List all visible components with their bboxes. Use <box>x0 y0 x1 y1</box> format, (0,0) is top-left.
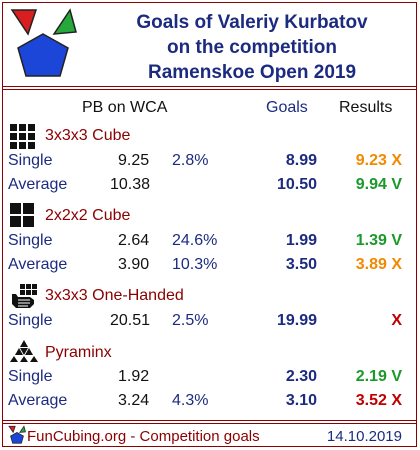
row-label: Average <box>8 392 68 409</box>
card-frame <box>2 2 417 447</box>
pb-percent: 10.3% <box>172 256 218 273</box>
row-label: Single <box>8 312 53 329</box>
goal-value: 10.50 <box>276 176 317 193</box>
pb-value: 10.38 <box>110 176 151 193</box>
title-line-2: on the competition <box>167 37 337 58</box>
goal-value: 19.99 <box>276 312 317 329</box>
event-name: Pyraminx <box>45 344 112 361</box>
divider <box>3 86 416 87</box>
footer-date: 14.10.2019 <box>326 428 402 445</box>
result-value: 1.39 V <box>355 232 402 249</box>
row-label: Single <box>8 152 53 169</box>
row-label: Average <box>8 256 68 273</box>
cube-3x3-icon <box>10 124 35 149</box>
pyraminx-icon <box>10 340 38 362</box>
result-value: 9.23 X <box>355 152 402 169</box>
goal-value: 8.99 <box>285 152 317 169</box>
pb-value: 3.24 <box>118 392 150 409</box>
cube-2x2-icon <box>10 203 34 227</box>
page-title: Goals of Valeriy Kurbatov on the competi… <box>92 10 412 85</box>
pb-value: 1.92 <box>118 368 150 385</box>
results-header: Results <box>339 99 393 116</box>
goal-value: 3.50 <box>285 256 317 273</box>
event-name: 2x2x2 Cube <box>45 207 131 224</box>
pb-value: 9.25 <box>118 152 150 169</box>
pb-percent: 24.6% <box>172 232 218 249</box>
result-value: 3.89 X <box>355 256 402 273</box>
pb-percent: 2.8% <box>172 152 209 169</box>
result-value: 9.94 V <box>355 176 402 193</box>
funcubing-logo-icon <box>10 8 77 77</box>
pb-value: 3.90 <box>118 256 150 273</box>
goals-header: Goals <box>266 99 308 116</box>
goal-value: 3.10 <box>285 392 317 409</box>
pb-percent: 4.3% <box>172 392 209 409</box>
divider <box>3 420 416 421</box>
row-label: Single <box>8 368 53 385</box>
pb-percent: 2.5% <box>172 312 209 329</box>
result-value: X <box>391 312 402 329</box>
event-name: 3x3x3 One-Handed <box>45 287 184 304</box>
event-name: 3x3x3 Cube <box>45 127 131 144</box>
row-label: Single <box>8 232 53 249</box>
goal-value: 2.30 <box>285 368 317 385</box>
divider <box>3 423 416 424</box>
funcubing-mini-logo-icon <box>8 425 26 444</box>
goal-value: 1.99 <box>285 232 317 249</box>
result-value: 3.52 X <box>355 392 402 409</box>
pb-value: 2.64 <box>118 232 150 249</box>
title-line-1: Goals of Valeriy Kurbatov <box>136 12 368 33</box>
result-value: 2.19 V <box>355 368 402 385</box>
pb-value: 20.51 <box>110 312 151 329</box>
pb-header: PB on WCA <box>82 99 168 116</box>
one-handed-icon <box>12 284 37 308</box>
row-label: Average <box>8 176 68 193</box>
footer-site-link[interactable]: FunCubing.org - Competition goals <box>27 428 260 445</box>
divider <box>3 89 416 90</box>
title-line-3: Ramenskoe Open 2019 <box>147 62 357 83</box>
